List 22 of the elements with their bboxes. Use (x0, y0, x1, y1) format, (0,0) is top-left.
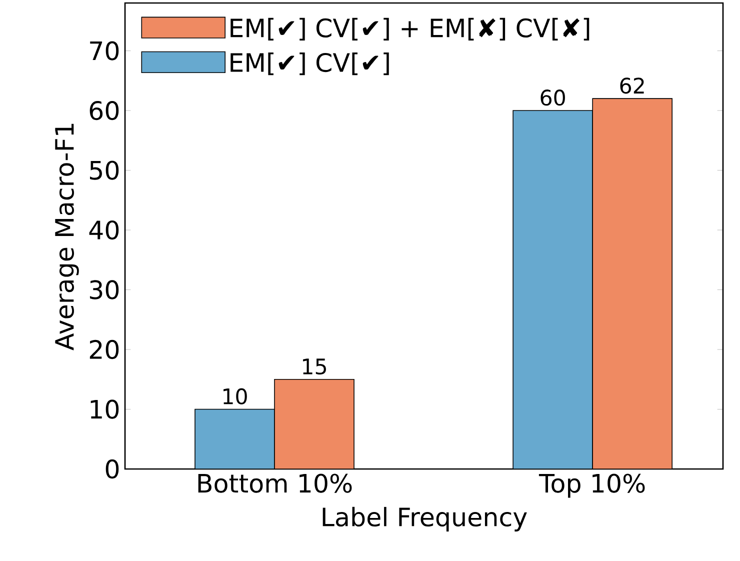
y-axis-title: Average Macro-F1 (55, 124, 79, 350)
data-label: 10 (224, 388, 247, 404)
x-tick-label: Top 10% (538, 474, 645, 498)
y-tick-label: 0 (106, 459, 119, 479)
x-axis-title: Label Frequency (322, 506, 527, 532)
y-tick-label: 60 (90, 100, 119, 120)
y-tick-label: 40 (89, 220, 119, 240)
legend-label: EM[✔] CV[✔] (230, 52, 389, 76)
bar (592, 98, 673, 469)
y-tick-label: 30 (90, 280, 119, 300)
data-label: 15 (303, 358, 326, 375)
legend-label: EM[✔] CV[✔] + EM[✘] CV[✘] (230, 18, 590, 41)
y-tick-label: 10 (90, 400, 119, 419)
x-tick-label: Bottom 10% (198, 474, 352, 493)
data-label: 60 (540, 90, 565, 106)
bar (512, 110, 593, 469)
bar (274, 378, 354, 469)
y-tick-label: 50 (90, 160, 119, 180)
bar (194, 408, 275, 469)
data-label: 62 (620, 78, 644, 94)
y-tick-label: 70 (90, 41, 119, 60)
y-tick-label: 20 (90, 340, 119, 360)
